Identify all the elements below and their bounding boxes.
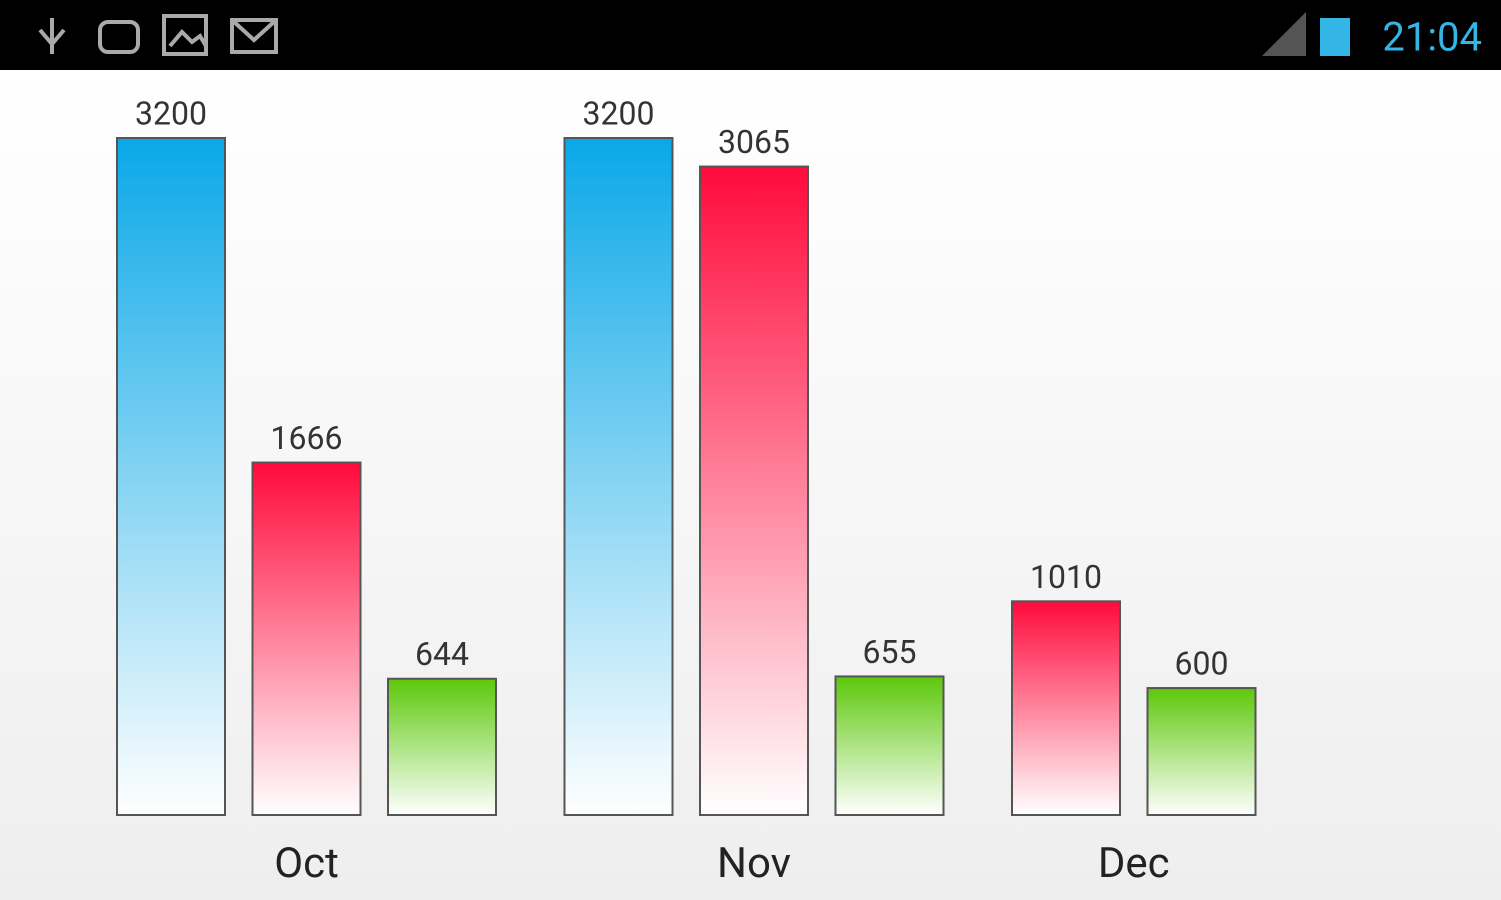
status-bar [0,0,1501,70]
chart: 3200 1666 644 Oct 3200 3065 655 Nov 1010 600 Dec [116,94,1257,888]
bar [834,675,945,817]
x-tick-label: Dec [1098,839,1170,888]
bar [251,461,362,816]
bar [1146,687,1257,816]
notification-icons [38,14,278,56]
bar [699,165,809,817]
value-label: 655 [863,633,917,671]
bar [563,137,674,816]
value-label: 3200 [135,94,207,132]
bar [1011,600,1121,817]
x-tick-label: Nov [717,839,791,888]
value-label: 3065 [718,123,790,161]
clock: 21:04 [1382,14,1482,61]
bar [387,677,497,816]
value-label: 644 [415,635,469,673]
signal-icon [1262,12,1306,56]
x-tick-label: Oct [274,839,339,888]
value-label: 600 [1175,645,1229,683]
battery-icon [1320,18,1350,56]
value-label: 3200 [583,94,655,132]
bar [116,137,226,816]
value-label: 1010 [1030,558,1102,596]
value-label: 1666 [271,419,343,457]
